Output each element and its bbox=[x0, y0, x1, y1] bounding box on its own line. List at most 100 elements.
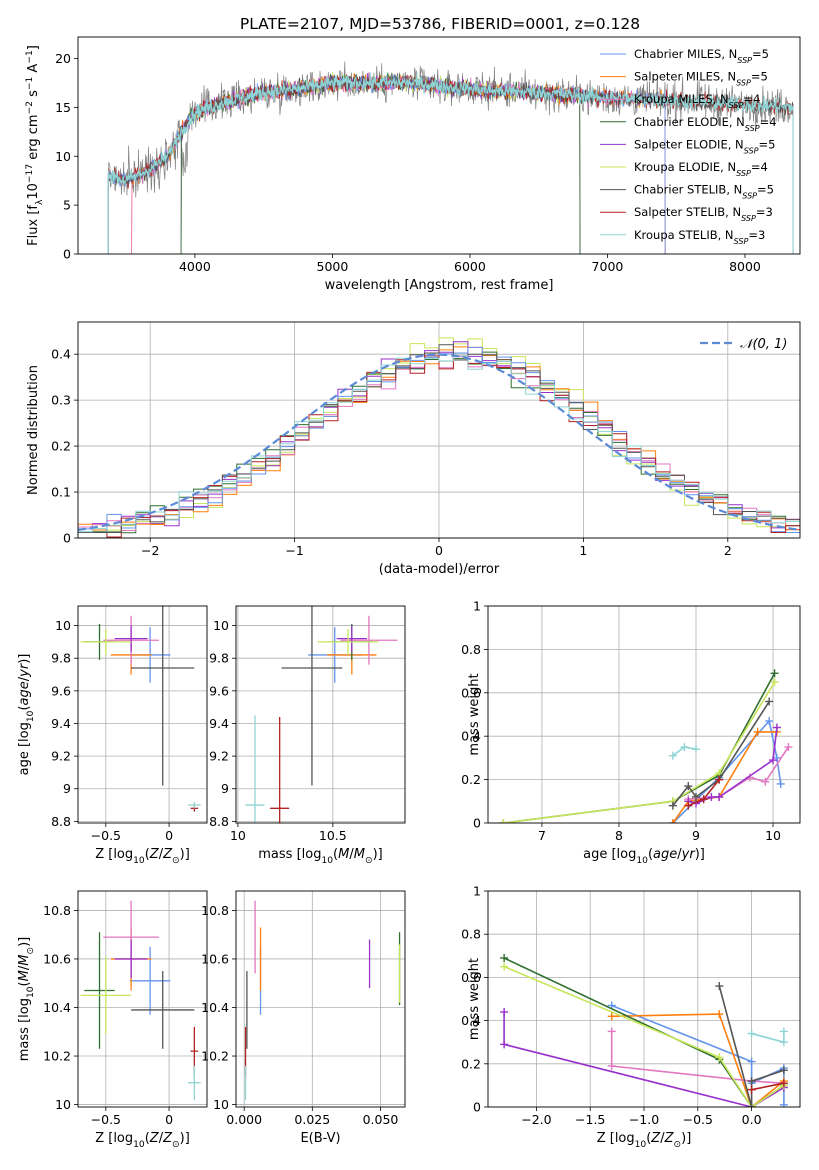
x-tick-label: 10 bbox=[765, 828, 781, 843]
histogram-chabrier_stelib bbox=[78, 344, 800, 533]
x-tick-label: 0.000 bbox=[226, 1112, 262, 1127]
errorbar-point-salpeter_stelib bbox=[270, 716, 290, 823]
y-tick-label: 9.4 bbox=[209, 716, 229, 731]
errorbar-point-kroupa_elodie bbox=[80, 628, 132, 655]
y-tick-label: 9.8 bbox=[209, 651, 229, 666]
x-tick-label: 0.025 bbox=[294, 1112, 330, 1127]
weight-vs-age-panel: 7 8 9 10 0 0.2 0.4 0.6 0.8 1 age [log10(age/yr)] ma… bbox=[461, 599, 801, 866]
errorbar-point-kroupa_miles bbox=[340, 615, 398, 665]
weight-line bbox=[503, 681, 776, 823]
axes-frame bbox=[77, 36, 801, 255]
x-tick-label: 8 bbox=[615, 828, 623, 843]
y-axis-label: age [log10(age/yr)] bbox=[17, 654, 36, 776]
y-tick-label: 0.8 bbox=[461, 927, 481, 942]
y-tick-label: 10.8 bbox=[201, 903, 229, 918]
x-tick-label: −0.5 bbox=[91, 828, 121, 843]
weight-series-salpeter_stelib bbox=[684, 775, 724, 810]
y-axis-label: Normed distribution bbox=[26, 365, 41, 495]
y-tick-label: 1 bbox=[473, 884, 481, 899]
y-tick-label: 0.4 bbox=[461, 1013, 481, 1028]
y-tick-label: 0.1 bbox=[51, 485, 71, 500]
x-axis-label: (data-model)/error bbox=[379, 562, 500, 577]
errorbar-point-chabrier_stelib bbox=[281, 606, 343, 786]
y-tick-label: 8.8 bbox=[209, 814, 229, 829]
legend-entry: Salpeter ELODIE, NSSP=5 bbox=[634, 137, 775, 155]
errorbar-point-chabrier_stelib bbox=[131, 971, 195, 1049]
y-tick-label: 9.2 bbox=[51, 749, 71, 764]
y-tick-label: 10.4 bbox=[43, 1000, 71, 1015]
age-vs-metallicity-axes: −0.5 0 8.8 9 9.2 9.4 9.6 9.8 10 Z [log10(Z/Z⊙)] ag… bbox=[17, 605, 208, 866]
x-tick-label: 2 bbox=[724, 543, 732, 558]
y-tick-label: 10.8 bbox=[43, 903, 71, 918]
weight-line bbox=[503, 1012, 785, 1107]
errorbar-point-kroupa_stelib bbox=[245, 715, 265, 823]
figure-title: PLATE=2107, MJD=53786, FIBERID=0001, z=0… bbox=[240, 15, 640, 33]
axes-frame bbox=[77, 890, 208, 1108]
age-vs-mass-panel: 10 10.5 8.8 9 9.2 9.4 9.6 9.8 10 mass [log10(M/M⊙… bbox=[209, 605, 406, 866]
y-tick-label: 10 bbox=[55, 618, 71, 633]
weight-series-salpeter_stelib bbox=[747, 1079, 788, 1094]
legend-entry: Kroupa ELODIE, NSSP=4 bbox=[634, 160, 768, 178]
y-tick-label: 0.2 bbox=[461, 1056, 481, 1071]
y-tick-label: 9 bbox=[63, 781, 71, 796]
x-axis-label: Z [log10(Z/Z⊙)] bbox=[95, 1131, 190, 1150]
y-tick-label: 10.6 bbox=[201, 951, 229, 966]
legend-entry: Chabrier MILES, NSSP=5 bbox=[634, 47, 769, 65]
y-tick-label: 0.8 bbox=[461, 642, 481, 657]
x-tick-label: 0 bbox=[165, 828, 173, 843]
y-axis-label: mass weight bbox=[467, 958, 482, 1040]
residuals-plot-area bbox=[78, 337, 800, 538]
y-axis-label: mass weight bbox=[467, 673, 482, 755]
histogram-kroupa_stelib bbox=[78, 355, 800, 533]
x-tick-label: 0 bbox=[165, 1112, 173, 1127]
x-tick-label: 8000 bbox=[729, 259, 761, 274]
x-tick-label: −1 bbox=[285, 543, 303, 558]
normal-curve bbox=[78, 353, 800, 531]
legend-entry: Kroupa MILES, NSSP=4 bbox=[634, 92, 760, 110]
y-axis-label: Flux [fλ10−17 erg cm−2 s−1 A−1] bbox=[25, 45, 45, 246]
y-tick-label: 0.3 bbox=[51, 393, 71, 408]
x-axis-label: Z [log10(Z/Z⊙)] bbox=[95, 847, 190, 866]
weight-vs-age-plot-area bbox=[499, 669, 793, 823]
y-tick-label: 10 bbox=[213, 618, 229, 633]
errorbar-point-kroupa_stelib bbox=[188, 1065, 201, 1100]
y-tick-label: 10 bbox=[55, 1097, 71, 1112]
y-tick-label: 0 bbox=[473, 1100, 481, 1115]
x-tick-label: −1.0 bbox=[629, 1112, 659, 1127]
legend-entry: Salpeter MILES, NSSP=5 bbox=[634, 70, 768, 88]
y-tick-label: 1 bbox=[473, 599, 481, 614]
y-tick-label: 0 bbox=[63, 531, 71, 546]
age-vs-mass-axes: 10 10.5 8.8 9 9.2 9.4 9.6 9.8 10 mass [log10(M/M⊙… bbox=[209, 605, 406, 866]
x-tick-label: 4000 bbox=[179, 259, 211, 274]
errorbar-point-chabrier_elodie bbox=[84, 932, 115, 1049]
mass-vs-metallicity-axes: −0.5 0 10 10.2 10.4 10.6 10.8 Z [log10(Z/Z⊙)] ma… bbox=[17, 890, 208, 1150]
y-tick-label: 0.6 bbox=[461, 685, 481, 700]
y-tick-label: 9.4 bbox=[51, 716, 71, 731]
residuals-axes: −2 −1 0 1 2 0 0.1 0.2 0.3 0.4 (data-model)/error No… bbox=[26, 321, 801, 577]
x-tick-label: −2.0 bbox=[521, 1112, 551, 1127]
weight-line bbox=[611, 1013, 785, 1107]
axes-frame bbox=[235, 605, 406, 824]
x-tick-label: 0 bbox=[435, 543, 443, 558]
axes-frame bbox=[77, 605, 208, 824]
weight-series-kroupa_stelib bbox=[747, 1027, 788, 1047]
age-vs-mass-plot-area bbox=[245, 606, 398, 823]
legend-entry: Chabrier ELODIE, NSSP=4 bbox=[634, 115, 777, 133]
y-tick-label: 0.4 bbox=[51, 347, 71, 362]
spectrum-plot-area bbox=[107, 61, 794, 254]
y-tick-label: 9.6 bbox=[209, 683, 229, 698]
x-tick-label: −0.5 bbox=[91, 1112, 121, 1127]
y-tick-label: 10 bbox=[55, 149, 71, 164]
weight-line bbox=[751, 1082, 785, 1091]
y-tick-label: 0.2 bbox=[51, 439, 71, 454]
weight-vs-metallicity-plot-area bbox=[500, 953, 788, 1107]
weight-line bbox=[503, 965, 785, 1107]
y-tick-label: 10 bbox=[213, 1097, 229, 1112]
y-tick-label: 10.4 bbox=[201, 1000, 229, 1015]
weight-vs-age-axes: 7 8 9 10 0 0.2 0.4 0.6 0.8 1 age [log10(age/yr)] ma… bbox=[461, 599, 801, 866]
spectrum-panel: 4000 5000 6000 7000 8000 0 5 10 15 20 wavelength [… bbox=[25, 36, 801, 293]
weight-vs-metallicity-panel: −2.0 −1.5 −1.0 −0.5 0.0 0 0.2 0.4 0.6 0.8 1 Z [log1… bbox=[461, 884, 801, 1150]
x-tick-label: 10.5 bbox=[319, 828, 347, 843]
mass-vs-extinction-plot-area bbox=[244, 900, 401, 1100]
y-tick-label: 10.6 bbox=[43, 951, 71, 966]
